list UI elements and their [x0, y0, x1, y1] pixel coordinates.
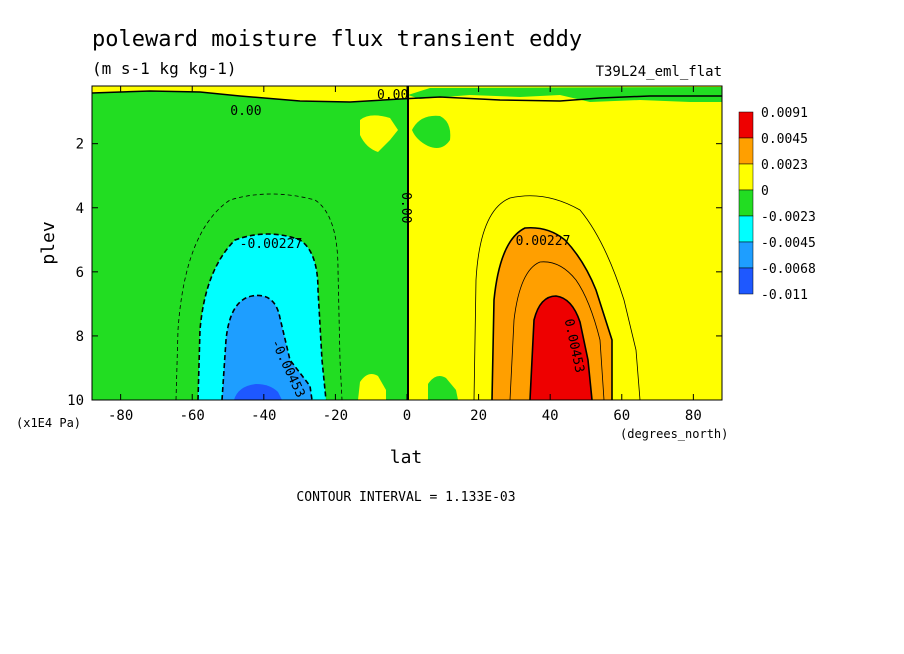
- contour-label: 0.00: [377, 88, 408, 103]
- y-axis-label: plev: [38, 221, 59, 264]
- legend-label: -0.0045: [761, 236, 816, 251]
- legend-swatch: [738, 267, 754, 295]
- legend-swatch: [738, 241, 754, 269]
- x-tick-label: -80: [108, 408, 133, 424]
- region-top-negative-north: [408, 87, 722, 102]
- y-axis: 2 4 6 8 10: [67, 137, 722, 409]
- x-tick-label: -60: [180, 408, 205, 424]
- legend-swatch: [738, 137, 754, 165]
- contour-interval-text: CONTOUR INTERVAL = 1.133E-03: [296, 490, 515, 505]
- north-solid-227: [491, 226, 613, 400]
- legend-label: -0.011: [761, 288, 808, 303]
- contour-lines: [92, 86, 722, 400]
- chart-title: poleward moisture flux transient eddy: [92, 27, 582, 52]
- filled-contours: [92, 86, 722, 400]
- north-solid-340: [509, 261, 605, 400]
- legend-swatch: [738, 111, 754, 139]
- x-tick-label: -40: [251, 408, 276, 424]
- y-tick-label: 10: [67, 393, 84, 409]
- contour-label: 0.00: [230, 104, 261, 119]
- contour-label: -0.00227: [240, 237, 303, 252]
- legend-swatch: [738, 163, 754, 191]
- south-dashed-outer: [175, 193, 343, 400]
- zero-contour-top: [92, 90, 722, 103]
- x-tick-label: 0: [403, 408, 411, 424]
- x-tick-label: 40: [542, 408, 559, 424]
- legend-label: 0.0023: [761, 158, 808, 173]
- y-axis-units: (x1E4 Pa): [16, 416, 81, 430]
- legend-label: 0: [761, 184, 769, 199]
- legend-label: 0.0045: [761, 132, 808, 147]
- region-south-darkblue: [234, 384, 282, 400]
- region-equator-blob-1: [360, 115, 398, 152]
- x-tick-label: 80: [685, 408, 702, 424]
- colorbar-legend: 0.0091 0.0045 0.0023 0 -0.0023 -0.0045 -0.0068…: [738, 106, 816, 303]
- legend-label: -0.0023: [761, 210, 816, 225]
- dataset-label: T39L24_eml_flat: [596, 64, 722, 80]
- x-tick-label: 20: [470, 408, 487, 424]
- legend-swatch: [738, 215, 754, 243]
- legend-swatch: [738, 189, 754, 217]
- legend-label: -0.0068: [761, 262, 816, 277]
- y-tick-label: 6: [76, 265, 84, 281]
- x-axis-label: lat: [390, 447, 423, 468]
- x-tick-label: 60: [613, 408, 630, 424]
- y-tick-label: 2: [76, 137, 84, 153]
- region-bottom-blob-south: [358, 374, 386, 400]
- x-tick-label: -20: [323, 408, 348, 424]
- legend-label: 0.0091: [761, 106, 808, 121]
- x-axis: -80 -60 -40 -20 0 20 40 60 80: [108, 86, 702, 424]
- contour-label: 0.00: [398, 192, 413, 223]
- x-axis-units: (degrees_north): [620, 427, 728, 441]
- region-north-red: [530, 296, 592, 400]
- north-solid-453: [529, 295, 593, 400]
- north-solid-outer: [473, 195, 641, 400]
- south-dashed-453: [221, 294, 313, 400]
- contour-label: 0.00227: [516, 234, 571, 249]
- chart-units: (m s-1 kg kg-1): [92, 59, 237, 78]
- region-south-blue: [222, 295, 312, 400]
- y-tick-label: 8: [76, 329, 84, 345]
- region-bottom-blob-north: [428, 376, 458, 400]
- y-tick-label: 4: [76, 201, 84, 217]
- region-equator-blob-2: [412, 115, 451, 148]
- south-dashed-227: [197, 233, 327, 400]
